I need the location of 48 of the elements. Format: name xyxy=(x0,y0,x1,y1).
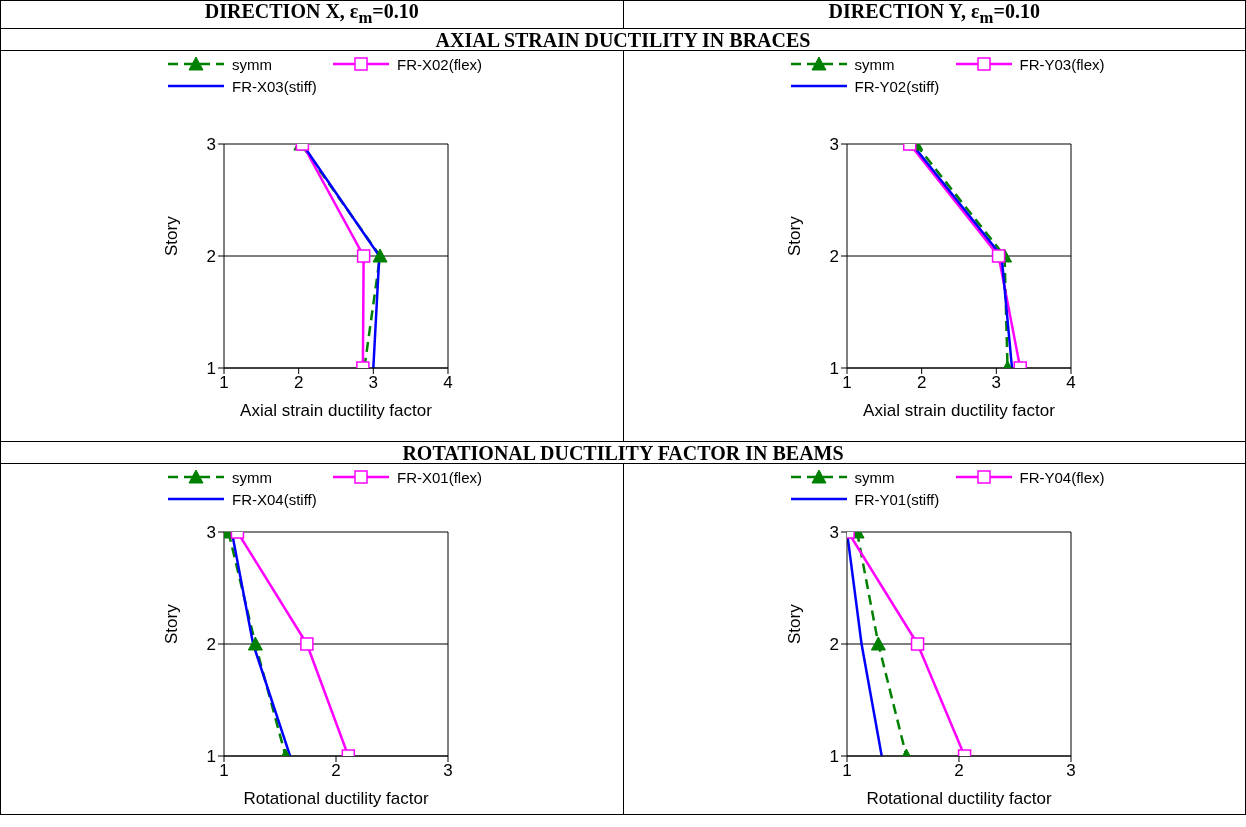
x-axis-title: Rotational ductility factor xyxy=(865,789,1052,808)
chart-title: DIRECTION X, ε$_{m}$=0.10 xyxy=(204,0,419,27)
x-tick-label: 4 xyxy=(1065,373,1076,393)
x-tick-label: 2 xyxy=(916,373,926,393)
x-tick-label: 2 xyxy=(953,761,964,781)
legend-label: FR-Y02(stiff) xyxy=(854,77,940,95)
y-tick-label: 3 xyxy=(829,523,839,543)
y-tick-label: 1 xyxy=(206,359,216,379)
legend-label: symm xyxy=(854,468,895,486)
legend-label: FR-Y03(flex) xyxy=(1019,55,1105,73)
y-axis-title: Story xyxy=(162,603,182,644)
x-tick-label: 1 xyxy=(219,761,229,781)
x-axis-title: Axial strain ductility factor xyxy=(862,401,1055,420)
y-tick-label: 2 xyxy=(829,635,839,655)
y-tick-label: 3 xyxy=(206,523,216,543)
y-axis-title: Story xyxy=(784,215,804,256)
x-tick-label: 3 xyxy=(991,373,1001,393)
x-axis-title: Rotational ductility factor xyxy=(243,789,429,808)
y-tick-label: 1 xyxy=(829,359,839,379)
y-tick-label: 3 xyxy=(829,135,839,155)
x-tick-label: 3 xyxy=(443,761,453,781)
y-tick-label: 2 xyxy=(206,635,216,655)
x-tick-label: 3 xyxy=(368,373,379,393)
x-tick-label: 1 xyxy=(219,373,229,393)
legend-label: symm xyxy=(232,55,272,73)
y-tick-label: 2 xyxy=(206,247,216,267)
legend-label: FR-Y04(flex) xyxy=(1019,468,1105,486)
legend-label: symm xyxy=(854,55,895,73)
legend-label: FR-X03(stiff) xyxy=(232,77,317,95)
legend-label: FR-X01(flex) xyxy=(397,468,483,486)
x-tick-label: 4 xyxy=(443,373,453,393)
text: ROTATIONAL DUCTILITY FACTOR IN BEAMS xyxy=(402,441,844,464)
text: AXIAL STRAIN DUCTILITY IN BRACES xyxy=(435,28,811,51)
legend-label: FR-X04(stiff) xyxy=(232,490,317,508)
legend-label: symm xyxy=(232,468,272,486)
x-tick-label: 2 xyxy=(331,761,341,781)
chart-title: DIRECTION Y, ε$_{m}$=0.10 xyxy=(828,0,1040,27)
y-tick-label: 1 xyxy=(206,747,216,767)
y-axis-title: Story xyxy=(162,215,182,256)
y-axis-title: Story xyxy=(784,603,804,644)
legend-label: FR-X02(flex) xyxy=(397,55,483,73)
x-tick-label: 3 xyxy=(1065,761,1076,781)
y-tick-label: 2 xyxy=(829,247,839,267)
y-tick-label: 3 xyxy=(206,135,216,155)
legend-label: FR-Y01(stiff) xyxy=(854,490,940,508)
x-axis-title: Axial strain ductility factor xyxy=(240,401,433,420)
x-tick-label: 2 xyxy=(293,373,304,393)
y-tick-label: 1 xyxy=(829,747,839,767)
